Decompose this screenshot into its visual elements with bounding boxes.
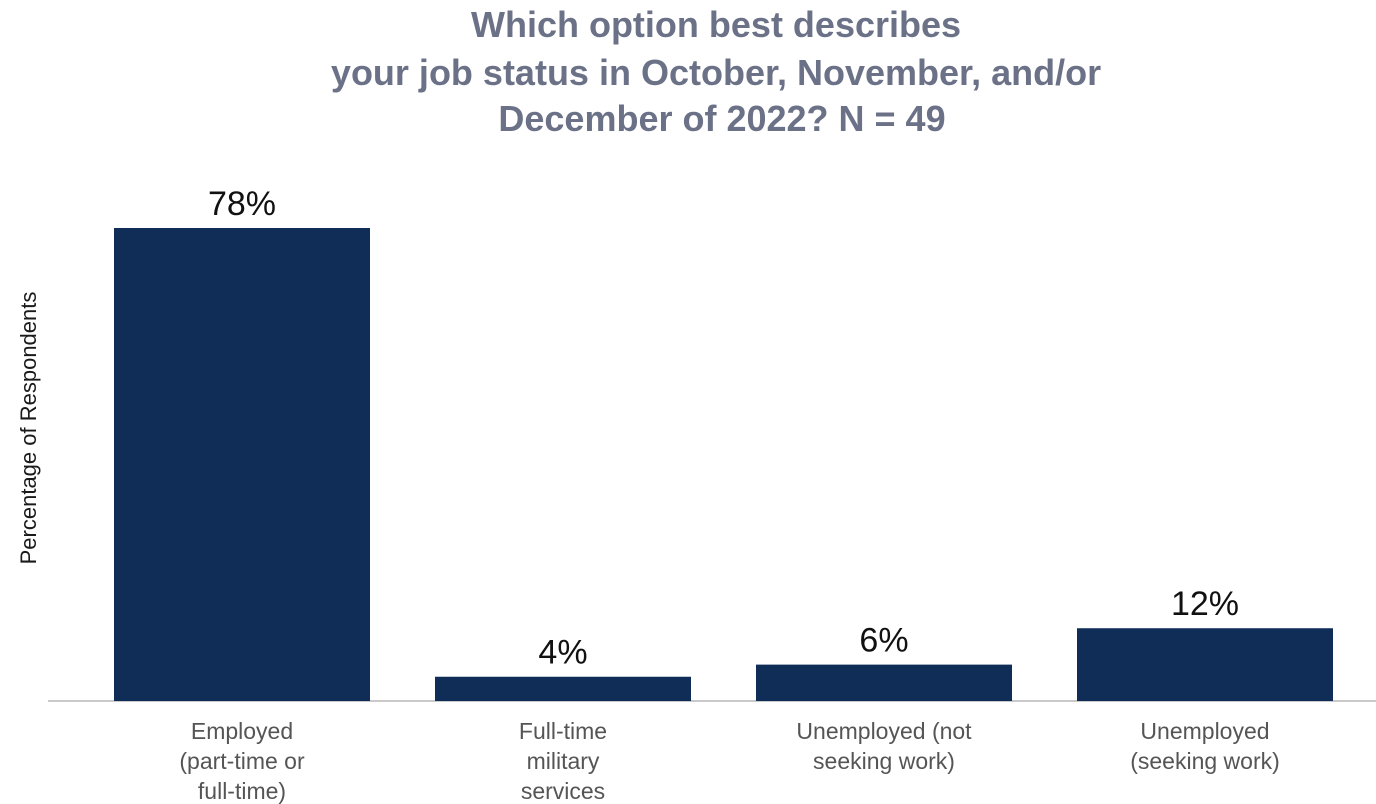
chart-title-line: Which option best describes (471, 4, 961, 45)
category-labels-group: Employed (part-time or full-time) Full-time… (179, 718, 1279, 804)
bar (114, 228, 370, 701)
data-label: 4% (538, 634, 587, 672)
y-axis-label: Percentage of Respondents (16, 292, 41, 565)
bar (756, 664, 1012, 701)
data-labels-group: 78% 4% 6% 12% (208, 185, 1239, 672)
category-label-line: military (527, 748, 600, 774)
chart-title: Which option best describes your job sta… (331, 4, 1101, 139)
category-label-line: Unemployed (1140, 718, 1269, 744)
category-label-line: Employed (191, 718, 293, 744)
bar (1077, 628, 1333, 701)
category-label-line: (seeking work) (1130, 748, 1280, 774)
category-label-line: Unemployed (not (796, 718, 972, 744)
data-label: 78% (208, 185, 276, 223)
category-label: Unemployed (seeking work) (1130, 718, 1280, 774)
category-label-line: full-time) (198, 778, 286, 804)
category-label: Full-time military services (519, 718, 607, 804)
category-label-line: (part-time or (179, 748, 305, 774)
category-label-line: seeking work) (813, 748, 955, 774)
category-label: Employed (part-time or full-time) (179, 718, 305, 804)
category-label: Unemployed (not seeking work) (796, 718, 972, 774)
bars-group (114, 228, 1333, 701)
chart-title-line: your job status in October, November, an… (331, 52, 1101, 93)
bar (435, 676, 691, 701)
data-label: 6% (859, 622, 908, 660)
chart-title-line: December of 2022? N = 49 (498, 98, 945, 139)
data-label: 12% (1171, 585, 1239, 623)
category-label-line: services (521, 778, 605, 804)
category-label-line: Full-time (519, 718, 607, 744)
